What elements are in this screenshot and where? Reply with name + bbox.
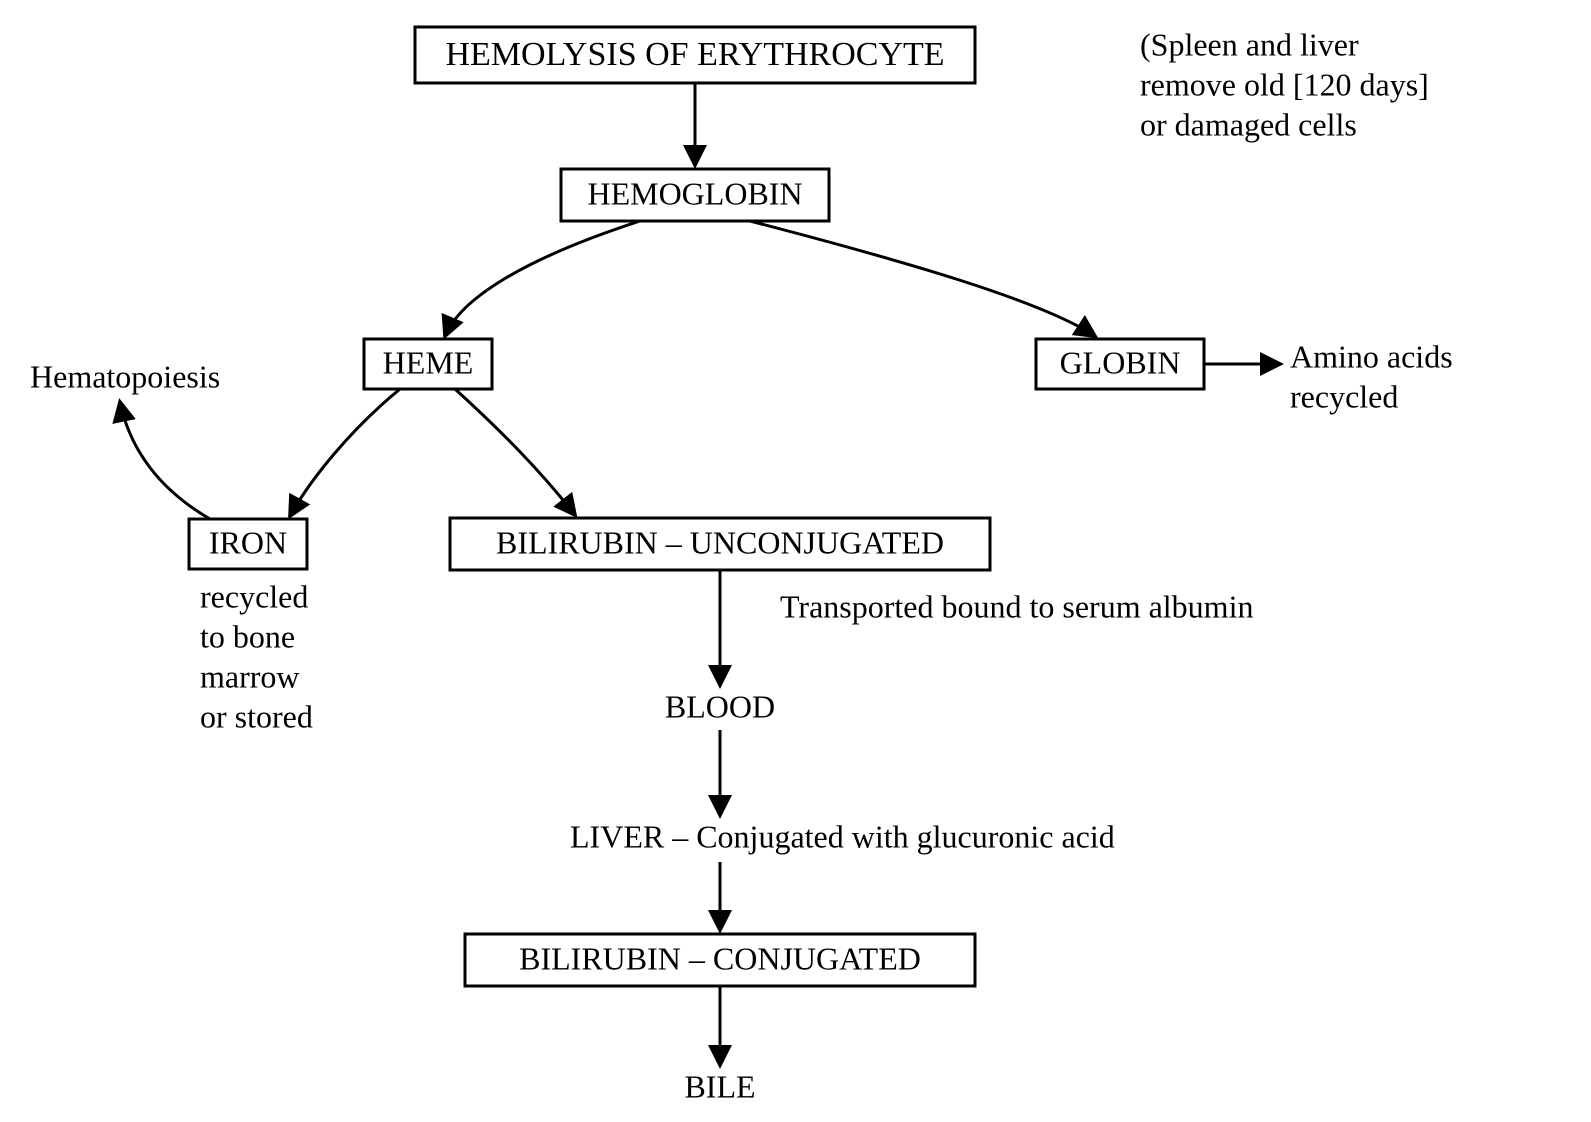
edge-heme-iron xyxy=(290,389,400,516)
node-globin: GLOBIN xyxy=(1036,339,1204,389)
amino-line-1: recycled xyxy=(1290,378,1398,414)
node-iron-label: IRON xyxy=(209,524,287,560)
edge-hemoglobin-globin xyxy=(750,221,1095,336)
node-bilirubin-conjugated: BILIRUBIN – CONJUGATED xyxy=(465,934,975,986)
node-iron: IRON xyxy=(189,519,307,569)
node-globin-label: GLOBIN xyxy=(1060,344,1181,380)
iron-note-line-1: to bone xyxy=(200,618,295,654)
node-hemolysis: HEMOLYSIS OF ERYTHROCYTE xyxy=(415,27,975,83)
annotation-iron-note: recycled to bone marrow or stored xyxy=(200,578,313,734)
node-bilirubin-unconjugated: BILIRUBIN – UNCONJUGATED xyxy=(450,518,990,570)
iron-note-line-3: or stored xyxy=(200,698,313,734)
amino-line-0: Amino acids xyxy=(1290,338,1453,374)
spleen-note-line-2: or damaged cells xyxy=(1140,106,1357,142)
edge-hemoglobin-heme xyxy=(445,221,640,336)
node-heme: HEME xyxy=(364,339,492,389)
node-hemoglobin: HEMOGLOBIN xyxy=(561,169,829,221)
node-heme-label: HEME xyxy=(383,344,474,380)
node-hemolysis-label: HEMOLYSIS OF ERYTHROCYTE xyxy=(445,36,944,73)
iron-note-line-2: marrow xyxy=(200,658,300,694)
edge-iron-hematopoiesis xyxy=(120,402,210,519)
node-bili-conj-label: BILIRUBIN – CONJUGATED xyxy=(519,940,921,976)
node-bile: BILE xyxy=(684,1068,755,1104)
iron-note-line-0: recycled xyxy=(200,578,308,614)
transport-note-line-0: Transported bound to serum albumin xyxy=(780,588,1253,624)
spleen-note-line-0: (Spleen and liver xyxy=(1140,26,1359,62)
node-hemoglobin-label: HEMOGLOBIN xyxy=(587,175,802,211)
hematopoiesis-line-0: Hematopoiesis xyxy=(30,358,220,394)
annotation-hematopoiesis: Hematopoiesis xyxy=(30,358,220,394)
spleen-note-line-1: remove old [120 days] xyxy=(1140,66,1429,102)
annotation-transport-note: Transported bound to serum albumin xyxy=(780,588,1253,624)
annotation-spleen-note: (Spleen and liver remove old [120 days] … xyxy=(1140,26,1429,142)
flowchart-canvas: HEMOLYSIS OF ERYTHROCYTE HEMOGLOBIN HEME… xyxy=(0,0,1591,1122)
annotation-amino-recycled: Amino acids recycled xyxy=(1290,338,1453,414)
edge-heme-biliunconj xyxy=(455,389,575,515)
node-blood: BLOOD xyxy=(665,688,775,724)
node-bili-unconj-label: BILIRUBIN – UNCONJUGATED xyxy=(496,524,944,560)
node-liver: LIVER – Conjugated with glucuronic acid xyxy=(570,818,1115,854)
